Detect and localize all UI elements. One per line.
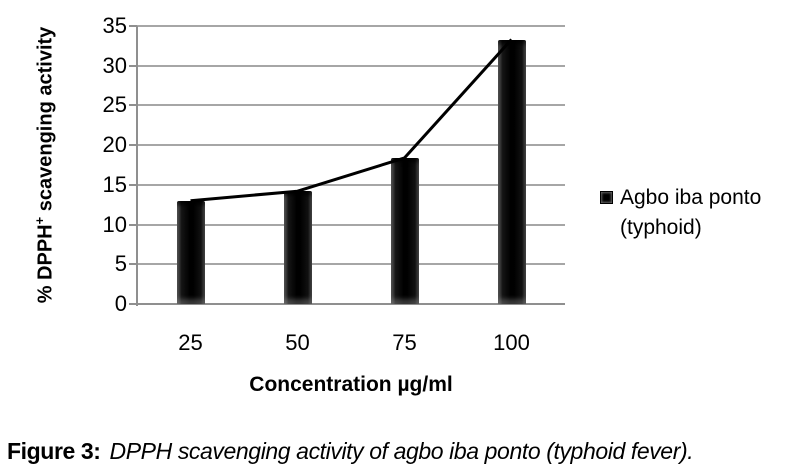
legend-label-line1: Agbo iba ponto <box>620 186 762 209</box>
y-axis-title: % DPPH+ scavenging activity <box>27 5 57 325</box>
line-series-path <box>190 38 513 203</box>
figure-caption: Figure 3: DPPH scavenging activity of agb… <box>7 436 799 466</box>
x-tick-label: 50 <box>285 330 310 355</box>
bar-75 <box>390 157 419 304</box>
legend: Agbo iba ponto (typhoid) <box>600 183 761 243</box>
y-axis-title-prefix: % DPPH <box>34 224 57 304</box>
y-tick-label: 5 <box>114 251 127 277</box>
y-tick-mark <box>129 144 137 147</box>
y-axis-title-suffix: scavenging activity <box>34 26 57 217</box>
y-tick-label: 15 <box>102 171 127 197</box>
bar-100 <box>497 39 526 304</box>
y-tick-label: 20 <box>102 132 127 158</box>
y-tick-label: 30 <box>102 52 127 78</box>
x-tick-label: 25 <box>178 330 203 355</box>
figure-caption-label: Figure 3: <box>7 438 101 464</box>
y-tick-label: 0 <box>114 291 127 316</box>
y-axis-title-superscript: + <box>32 216 47 225</box>
x-tick-label: 100 <box>493 330 530 355</box>
y-tick-label: 35 <box>102 13 127 38</box>
bar-25 <box>176 200 205 304</box>
y-tick-label: 25 <box>102 92 127 118</box>
y-tick-mark <box>129 263 137 266</box>
y-tick-mark <box>129 303 137 305</box>
y-tick-mark <box>129 25 137 27</box>
x-tick-label: 75 <box>392 330 417 355</box>
y-tick-label: 10 <box>102 211 127 237</box>
y-tick-mark <box>129 64 137 67</box>
x-axis-line <box>137 303 565 305</box>
y-axis-line <box>136 26 138 306</box>
x-axis-title: Concentration µg/ml <box>249 373 453 396</box>
y-tick-mark <box>129 223 137 226</box>
gridline <box>137 25 565 27</box>
y-tick-mark <box>129 104 137 107</box>
figure-caption-text: DPPH scavenging activity of agbo iba pon… <box>109 438 694 464</box>
gridline <box>137 263 565 266</box>
gridline <box>137 223 565 226</box>
legend-label: Agbo iba ponto (typhoid) <box>620 183 761 243</box>
legend-label-line2: (typhoid) <box>620 216 702 239</box>
legend-series-marker-icon <box>600 191 613 204</box>
y-tick-mark <box>129 183 137 186</box>
bar-50 <box>283 191 312 304</box>
